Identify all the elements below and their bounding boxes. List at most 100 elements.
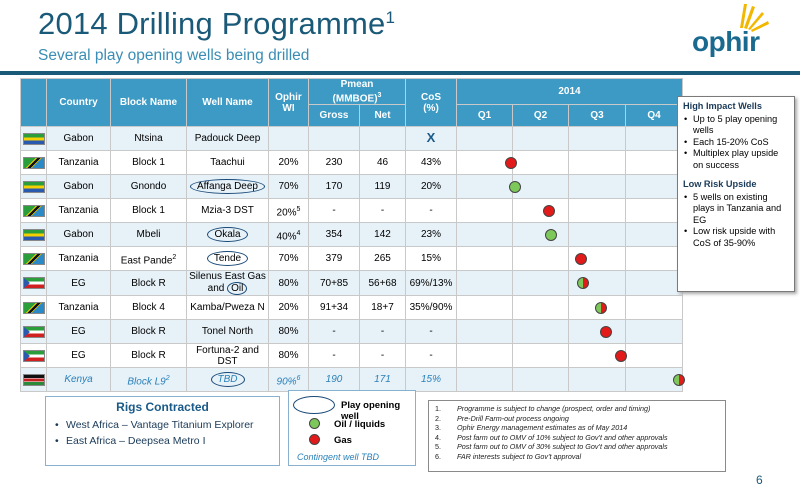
well-cell: Affanga Deep (186, 174, 269, 200)
footnote: 4. Post farm out to OMV of 10% subject to… (435, 432, 668, 442)
q4-cell (625, 246, 683, 272)
wi-cell (268, 126, 309, 152)
oil-dot-icon (545, 228, 558, 241)
wi-cell: 20% (268, 150, 309, 176)
cos-cell: 15% (405, 367, 457, 393)
rigs-box: Rigs Contracted West Africa – Vantage Ti… (45, 396, 280, 466)
logo-wordmark: ophir (692, 26, 760, 57)
legend-gas: Gas (334, 435, 352, 446)
eg-flag-icon (22, 325, 45, 338)
header-cos: CoS (%) (405, 77, 457, 128)
net-cell: - (359, 319, 406, 345)
net-cell: 142 (359, 222, 406, 248)
q3-cell (568, 222, 626, 248)
q3-cell (568, 150, 626, 176)
q2-cell (512, 270, 569, 297)
q4-cell (625, 295, 683, 321)
gross-cell: 170 (308, 174, 360, 200)
country-flag (20, 367, 47, 393)
q3-cell (568, 126, 626, 152)
footnotes-box: 1. Programme is subject to change (prospe… (428, 400, 726, 472)
page-title: 2014 Drilling Programme1 (38, 6, 396, 41)
q4-cell (625, 270, 683, 297)
gross-cell (308, 126, 360, 152)
table-row: Kenya Block L92 TBD 90%6 190 171 15% (20, 367, 683, 393)
page-subtitle: Several play opening wells being drilled (38, 47, 310, 64)
table-row: Gabon Mbeli Okala 40%4 354 142 23% (20, 222, 683, 248)
play-opening-oval-icon (293, 396, 335, 414)
q2-cell (512, 126, 569, 152)
q2-cell (512, 246, 569, 272)
block-cell: Block 4 (110, 295, 187, 321)
cos-cell: 69%/13% (405, 270, 457, 297)
footnote: 3. Ophir Energy management estimates as o… (435, 423, 628, 432)
net-cell: - (359, 198, 406, 224)
country-flag (20, 270, 47, 297)
net-cell: 56+68 (359, 270, 406, 297)
sun-rays-icon (740, 4, 769, 32)
table-row: Gabon Gnondo Affanga Deep 70% 170 119 20% (20, 174, 683, 200)
list-item: West Africa – Vantage Titanium Explorer (54, 419, 271, 431)
wi-cell: 20%5 (268, 198, 309, 224)
header-wi: Ophir WI (268, 77, 309, 128)
tanzania-flag-icon (22, 204, 45, 217)
gross-cell: - (308, 319, 360, 345)
drilling-table: Country Block Name Well Name Ophir WI Pme… (20, 77, 683, 393)
net-cell: 18+7 (359, 295, 406, 321)
well-cell: Kamba/Pweza N (186, 295, 269, 321)
list-item: Low risk upside with CoS of 35-90% (683, 226, 789, 249)
block-cell: Block R (110, 343, 187, 369)
list-item: Multiplex play upside on success (683, 148, 789, 171)
table-row: Tanzania Block 4 Kamba/Pweza N 20% 91+34 18+7… (20, 295, 683, 321)
well-cell: Tende (186, 246, 269, 272)
q1-cell (456, 343, 513, 369)
q3-cell (568, 198, 626, 224)
wi-cell: 90%6 (268, 367, 309, 393)
q4-cell (625, 150, 683, 176)
q4-cell (625, 367, 683, 393)
header-pmean: Pmean (MMBOE)3 (308, 77, 406, 106)
play-opening-ring: Affanga Deep (190, 179, 265, 195)
block-cell: Block R (110, 270, 187, 297)
legend-play-opening: Play opening well (341, 400, 401, 422)
tanzania-flag-icon (22, 252, 45, 265)
gas-dot-icon (574, 252, 587, 265)
list-item: Up to 5 play opening wells (683, 114, 789, 137)
gabon-flag-icon (22, 180, 45, 193)
gross-cell: 70+85 (308, 270, 360, 297)
net-cell: 265 (359, 246, 406, 272)
q1-cell (456, 150, 513, 176)
table-row: Tanzania Block 1 Mzia-3 DST 20%5- - - (20, 198, 683, 224)
gas-dot-icon (615, 349, 628, 362)
block-cell: Block R (110, 319, 187, 345)
wi-cell: 80% (268, 270, 309, 297)
country-cell: Tanzania (46, 198, 111, 224)
header-well: Well Name (186, 77, 269, 128)
cos-cell: 20% (405, 174, 457, 200)
q2-cell (512, 198, 569, 224)
low-risk-list: 5 wells on existing plays in Tanzania an… (683, 192, 789, 250)
footnote: 1. Programme is subject to change (prospe… (435, 404, 651, 413)
eg-flag-icon (22, 349, 45, 362)
gross-cell: - (308, 198, 360, 224)
low-risk-heading: Low Risk Upside (683, 179, 757, 189)
cos-cell: - (405, 343, 457, 369)
footnote: 6. FAR interests subject to Gov’t approva… (435, 451, 582, 461)
header-rule (0, 71, 800, 75)
gross-cell: - (308, 343, 360, 369)
country-cell: EG (46, 270, 111, 297)
well-cell: Okala (186, 222, 269, 248)
q2-cell (512, 343, 569, 369)
country-flag (20, 150, 47, 176)
page-number: 6 (756, 473, 763, 487)
block-cell: Mbeli (110, 222, 187, 248)
list-item: 5 wells on existing plays in Tanzania an… (683, 192, 789, 227)
table-row: EG Block R Fortuna-2 and DST 80% - - - (20, 343, 683, 369)
block-cell: East Pande2 (110, 246, 187, 272)
cos-cell: 43% (405, 150, 457, 176)
country-cell: Tanzania (46, 246, 111, 272)
cos-cell: 15% (405, 246, 457, 272)
block-cell: Block L92 (110, 367, 187, 393)
gross-cell: 230 (308, 150, 360, 176)
table-row: EG Block R Tonel North 80% - - - (20, 319, 683, 345)
